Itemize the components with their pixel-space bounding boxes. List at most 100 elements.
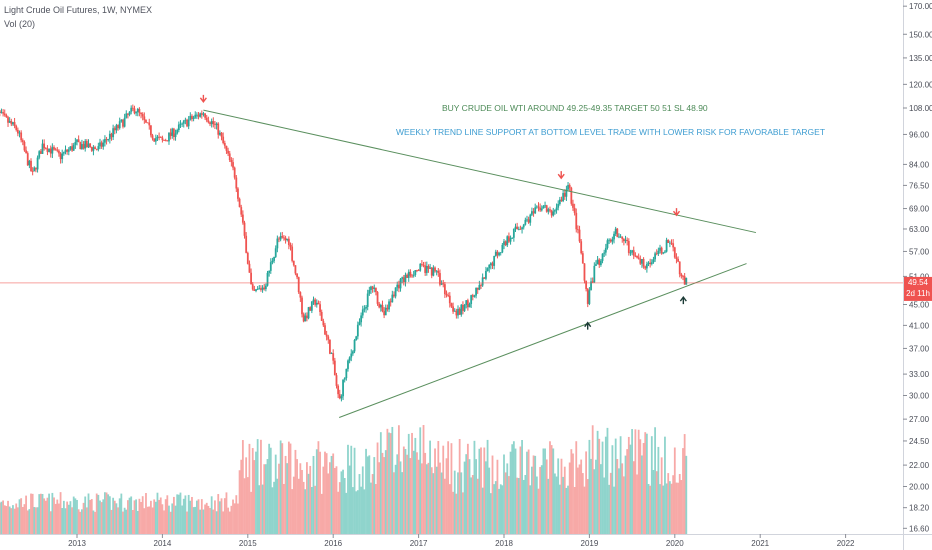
candle-body <box>644 266 647 269</box>
volume-bar <box>194 506 197 534</box>
volume-bar <box>414 437 417 534</box>
candle-body <box>148 122 151 126</box>
candle-body <box>486 268 489 271</box>
volume-bar <box>678 474 681 534</box>
candle-body <box>107 139 110 141</box>
candle-body <box>365 306 367 309</box>
annotation-trend-note[interactable]: WEEKLY TREND LINE SUPPORT AT BOTTOM LEVE… <box>396 127 826 137</box>
candle-body <box>376 292 379 304</box>
volume-bar <box>637 429 640 534</box>
volume-bar <box>366 456 369 534</box>
volume-bar <box>76 499 78 534</box>
candle-body <box>532 211 535 214</box>
volume-bar <box>238 470 241 534</box>
volume-bar <box>154 501 157 534</box>
volume-bar <box>20 498 23 534</box>
candle-body <box>324 325 326 335</box>
volume-bar <box>97 494 100 534</box>
candle-body <box>493 255 496 266</box>
volume-bar <box>512 441 515 534</box>
volume-bar <box>151 507 154 534</box>
candle-body <box>342 379 344 397</box>
candle-body <box>199 113 202 117</box>
volume-bar <box>498 488 500 534</box>
candle-body <box>281 236 284 238</box>
price-axis[interactable]: 170.00 150.00 135.00 120.00 108.00 96.00 84.00… <box>903 2 932 533</box>
candle-body <box>654 253 656 260</box>
candle-body <box>535 206 538 208</box>
candle-body <box>194 114 197 118</box>
candle-body <box>191 115 193 120</box>
candle-body <box>207 120 210 123</box>
volume-bar <box>360 486 363 534</box>
candle-body <box>268 270 271 273</box>
volume-bar <box>31 493 34 534</box>
volume-bar <box>58 503 60 534</box>
volume-bar <box>335 466 338 534</box>
volume-bar <box>110 509 113 534</box>
volume-bar <box>375 483 377 534</box>
volume-bar <box>350 445 353 534</box>
trendline[interactable] <box>339 263 747 418</box>
volume-bar <box>191 496 193 534</box>
annotation-buy-signal[interactable]: BUY CRUDE OIL WTI AROUND 49.25-49.35 TAR… <box>442 103 708 113</box>
candle-body <box>85 140 88 148</box>
candle-body <box>414 270 417 275</box>
candle-body <box>309 307 312 311</box>
candle-body <box>146 122 149 124</box>
volume-bar <box>214 500 216 534</box>
candle-body <box>151 135 154 139</box>
candle-body <box>517 228 520 230</box>
trendline[interactable] <box>203 109 757 234</box>
volume-bar <box>314 485 317 534</box>
candle-body <box>74 141 77 145</box>
volume-bar <box>475 459 477 534</box>
symbol-legend[interactable]: Light Crude Oil Futures, 1W, NYMEX <box>4 5 153 15</box>
candle-body <box>266 272 269 286</box>
volume-legend[interactable]: Vol (20) <box>4 19 36 29</box>
candle-body <box>5 115 8 118</box>
volume-bar <box>348 465 351 534</box>
candle-body <box>181 123 184 125</box>
volume-bar <box>99 500 101 534</box>
volume-bar <box>683 434 686 534</box>
candle-body <box>402 277 405 283</box>
volume-bar <box>657 446 660 534</box>
volume-bar <box>401 472 404 534</box>
volume-bar <box>54 503 57 534</box>
candle-body <box>138 108 141 113</box>
candle-body <box>639 258 642 264</box>
time-axis[interactable]: 2013 2014 2015 2016 2017 2018 2019 2020 2021 2022 <box>68 534 855 548</box>
candle-body <box>95 149 98 150</box>
volume-bar <box>650 436 653 534</box>
trendlines[interactable] <box>203 109 757 418</box>
candle-body <box>315 302 318 305</box>
candle-body <box>384 307 387 316</box>
volume-bar <box>608 484 611 534</box>
volume-bar <box>376 442 379 534</box>
candle-body <box>217 123 220 135</box>
candle-body <box>110 133 113 138</box>
candle-body <box>409 271 412 276</box>
time-tick-label: 2013 <box>68 539 86 548</box>
candle-body <box>685 277 688 285</box>
candle-body <box>549 209 551 211</box>
candle-body <box>214 124 216 126</box>
candle-body <box>258 288 261 290</box>
volume-bar <box>184 495 187 534</box>
volume-bar <box>260 439 262 534</box>
volume-bar <box>237 503 239 534</box>
volume-bar <box>549 441 551 534</box>
candle-body <box>30 160 32 172</box>
candle-body <box>123 117 126 127</box>
candle-body <box>172 128 175 138</box>
volume-bar <box>363 489 366 534</box>
candle-body <box>56 149 59 151</box>
candle-body <box>120 119 123 122</box>
volume-bar <box>555 476 558 534</box>
candle-body <box>76 139 78 142</box>
volume-bar <box>266 459 269 534</box>
volume-bar <box>102 499 105 534</box>
volume-bar <box>596 430 599 534</box>
